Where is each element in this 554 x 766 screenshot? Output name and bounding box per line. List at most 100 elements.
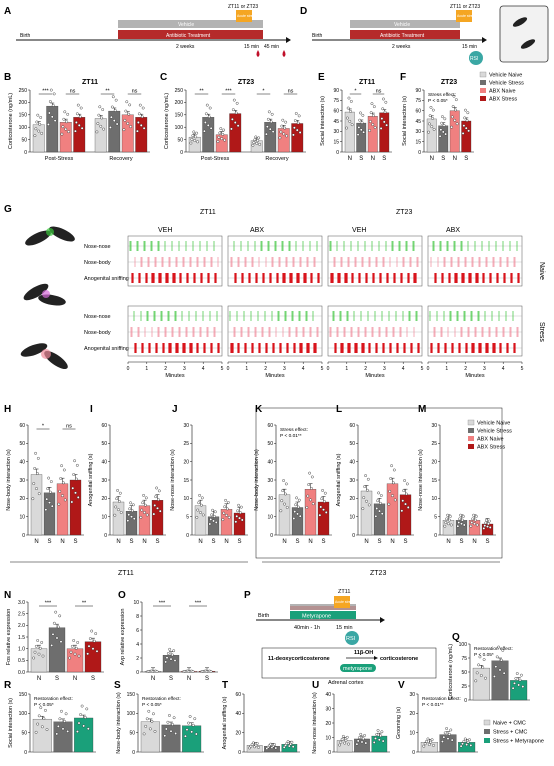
panel-letter-f: F <box>400 72 406 83</box>
data-point <box>295 496 298 500</box>
data-point <box>446 513 449 517</box>
data-point <box>392 481 395 485</box>
data-point <box>90 629 94 633</box>
legend-label-vehicle-stress: Vehicle Stress <box>489 81 524 87</box>
panel-p-zt11: ZT11 <box>338 589 350 595</box>
data-point <box>443 117 447 121</box>
timeline-d-vehicle-bar <box>350 20 460 28</box>
data-point <box>361 507 365 510</box>
chart-q: 0 25 50 75 100 Corticosterone (ng/mL) Restorat… <box>448 642 530 704</box>
data-point <box>115 122 119 126</box>
mouse-icon-anogenital-a <box>20 343 48 357</box>
data-point <box>472 513 475 517</box>
blood-drop-icon-2 <box>282 50 286 57</box>
data-point <box>236 509 240 513</box>
y-tick-label: 0.5 <box>18 658 25 664</box>
data-point <box>487 519 491 523</box>
data-point <box>155 670 159 673</box>
data-point <box>360 740 364 744</box>
data-point <box>193 717 197 721</box>
data-point <box>344 738 348 742</box>
data-point <box>297 498 301 502</box>
data-point <box>406 506 410 509</box>
data-point <box>126 122 130 125</box>
y-tick-label: 45 <box>333 119 339 125</box>
data-point <box>442 123 446 127</box>
data-point <box>145 513 149 517</box>
data-point <box>439 128 443 132</box>
data-point <box>440 121 444 125</box>
data-point <box>348 119 352 123</box>
x-tick-label: N <box>116 539 120 545</box>
data-point <box>88 637 92 641</box>
data-point <box>209 126 213 130</box>
data-point <box>461 515 465 518</box>
data-point <box>359 111 362 115</box>
data-point <box>380 117 384 121</box>
y-tick-label: 20 <box>183 459 189 465</box>
data-point <box>486 525 489 528</box>
data-point <box>191 134 195 138</box>
panel-letter-k: K <box>255 404 263 415</box>
data-point <box>109 115 113 119</box>
legend2-swatch-abx-stress <box>468 444 474 449</box>
significance-label: ns <box>66 424 72 430</box>
data-point <box>49 480 53 483</box>
data-point <box>130 515 133 519</box>
data-point <box>171 723 174 726</box>
bar <box>48 627 66 673</box>
data-point <box>59 640 63 644</box>
data-point <box>76 641 80 644</box>
data-point <box>270 112 274 116</box>
mouse-icon-nose-nose-b <box>49 226 75 242</box>
bar <box>84 641 102 673</box>
data-point <box>356 739 360 743</box>
data-point <box>143 511 146 514</box>
data-point <box>268 127 272 131</box>
data-point <box>97 113 101 117</box>
legend-treatment: Vehicle Naive Vehicle Stress ABX Naive A… <box>479 71 524 103</box>
data-point <box>131 509 134 513</box>
significance-label: *** <box>225 89 232 95</box>
raster-x-label: Minutes <box>165 373 185 379</box>
data-point <box>280 124 284 128</box>
data-point <box>345 116 349 120</box>
panel-letter-i: I <box>90 404 93 415</box>
panel-letter-d: D <box>300 6 307 17</box>
data-point <box>426 737 430 741</box>
data-point <box>282 132 286 136</box>
data-point <box>287 744 291 748</box>
data-point <box>153 729 157 733</box>
y-tick-label: 5 <box>186 514 189 520</box>
data-point <box>203 121 207 124</box>
data-point <box>62 468 66 472</box>
y-axis-label: Nose-nose interaction (s) <box>170 449 176 511</box>
data-point <box>209 670 213 673</box>
data-point <box>77 654 81 658</box>
data-point <box>267 110 271 114</box>
data-point <box>366 477 370 481</box>
y-axis-label: Nose-nose interaction (s) <box>312 692 318 754</box>
data-point <box>136 121 140 124</box>
data-point <box>293 510 297 514</box>
contact-glow-nose-nose <box>46 228 54 236</box>
data-point <box>200 496 204 500</box>
y-tick-label: 30 <box>267 478 273 484</box>
panel-p-abx-bar <box>290 606 356 610</box>
panel-p-birth: Birth <box>258 613 269 619</box>
data-point <box>239 511 242 515</box>
data-point <box>404 502 407 506</box>
data-point <box>290 740 294 744</box>
x-tick-label: N <box>187 676 191 682</box>
data-point <box>388 489 392 493</box>
panel-g-row-nose-body-naive: Nose-body <box>84 260 111 266</box>
data-point <box>194 732 198 736</box>
y-tick-label: 50 <box>461 670 467 676</box>
raster-x-tick-label: 4 <box>402 366 405 372</box>
data-point <box>32 656 36 660</box>
data-point <box>61 727 65 731</box>
y-tick-label: 20 <box>19 496 25 502</box>
group-label: Recovery <box>109 156 132 162</box>
data-point <box>99 124 103 128</box>
y-tick-label: 0 <box>22 533 25 539</box>
